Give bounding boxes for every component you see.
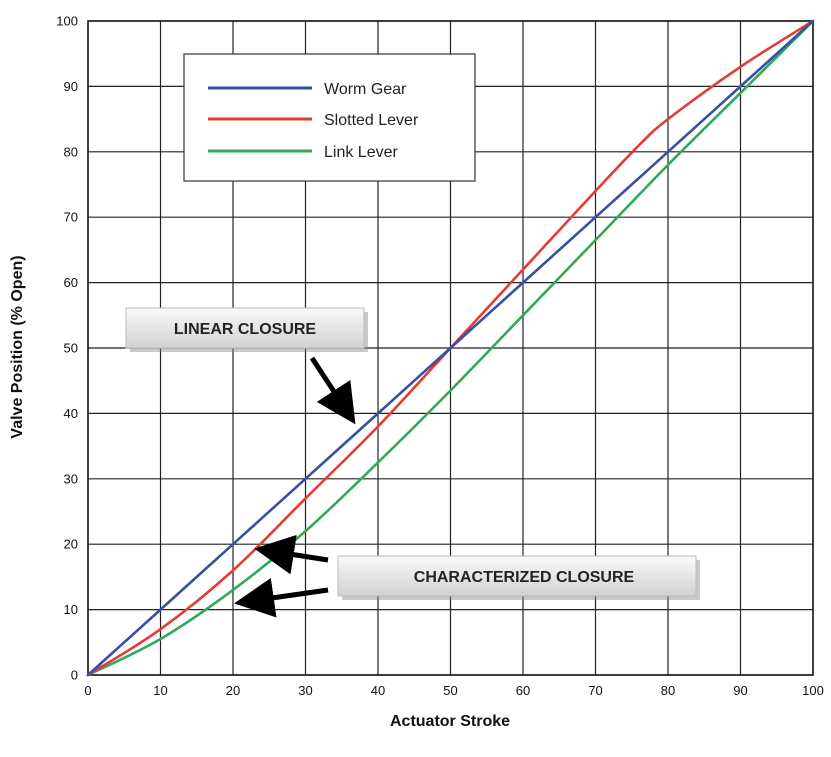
callout-box	[337, 555, 697, 597]
y-tick-label: 90	[64, 79, 78, 94]
x-tick-label: 10	[153, 683, 167, 698]
y-axis-title: Valve Position (% Open)	[9, 255, 26, 438]
x-tick-label: 80	[661, 683, 675, 698]
y-tick-label: 100	[56, 14, 78, 29]
x-tick-label: 70	[588, 683, 602, 698]
series-lines	[86, 19, 815, 677]
callout-arrow	[309, 356, 356, 425]
x-tick-label: 0	[84, 683, 91, 698]
x-tick-label: 100	[802, 683, 824, 698]
x-tick-label: 40	[371, 683, 385, 698]
callout-box	[125, 307, 365, 349]
x-tick-label: 50	[443, 683, 457, 698]
callout-linear-closure: LINEAR CLOSURE	[125, 307, 368, 425]
x-axis-title: Actuator Stroke	[390, 713, 510, 730]
legend-label-slotted-lever: Slotted Lever	[324, 112, 419, 129]
legend-label-link-lever: Link Lever	[324, 144, 398, 161]
y-tick-label: 20	[64, 537, 78, 552]
legend: Worm Gear Slotted Lever Link Lever	[183, 53, 476, 182]
y-tick-label: 30	[64, 471, 78, 486]
callout-characterized-closure: CHARACTERIZED CLOSURE	[234, 534, 700, 618]
y-tick-label: 0	[71, 668, 78, 683]
plot-frame	[87, 20, 814, 676]
y-tick-label: 40	[64, 406, 78, 421]
y-tick-label: 10	[64, 602, 78, 617]
x-tick-label: 60	[516, 683, 530, 698]
y-tick-label: 70	[64, 210, 78, 225]
callout-arrow	[234, 577, 329, 618]
x-tick-label: 90	[733, 683, 747, 698]
callout-label: CHARACTERIZED CLOSURE	[414, 569, 635, 586]
callout-arrow	[254, 534, 329, 575]
x-tick-label: 20	[226, 683, 240, 698]
y-tick-label: 60	[64, 275, 78, 290]
y-tick-label: 50	[64, 341, 78, 356]
series-line-slotted-lever	[86, 19, 815, 677]
series-line-worm-gear	[86, 19, 815, 677]
series-line-link-lever	[86, 19, 815, 677]
tick-labels: 0 10 20 30 40 50 60 70 80 90 100 0 10 20 30 40 50 60 70 80 9…	[56, 14, 824, 699]
y-tick-label: 80	[64, 144, 78, 159]
x-tick-label: 30	[298, 683, 312, 698]
legend-label-worm-gear: Worm Gear	[324, 81, 407, 98]
callout-label: LINEAR CLOSURE	[174, 321, 317, 338]
